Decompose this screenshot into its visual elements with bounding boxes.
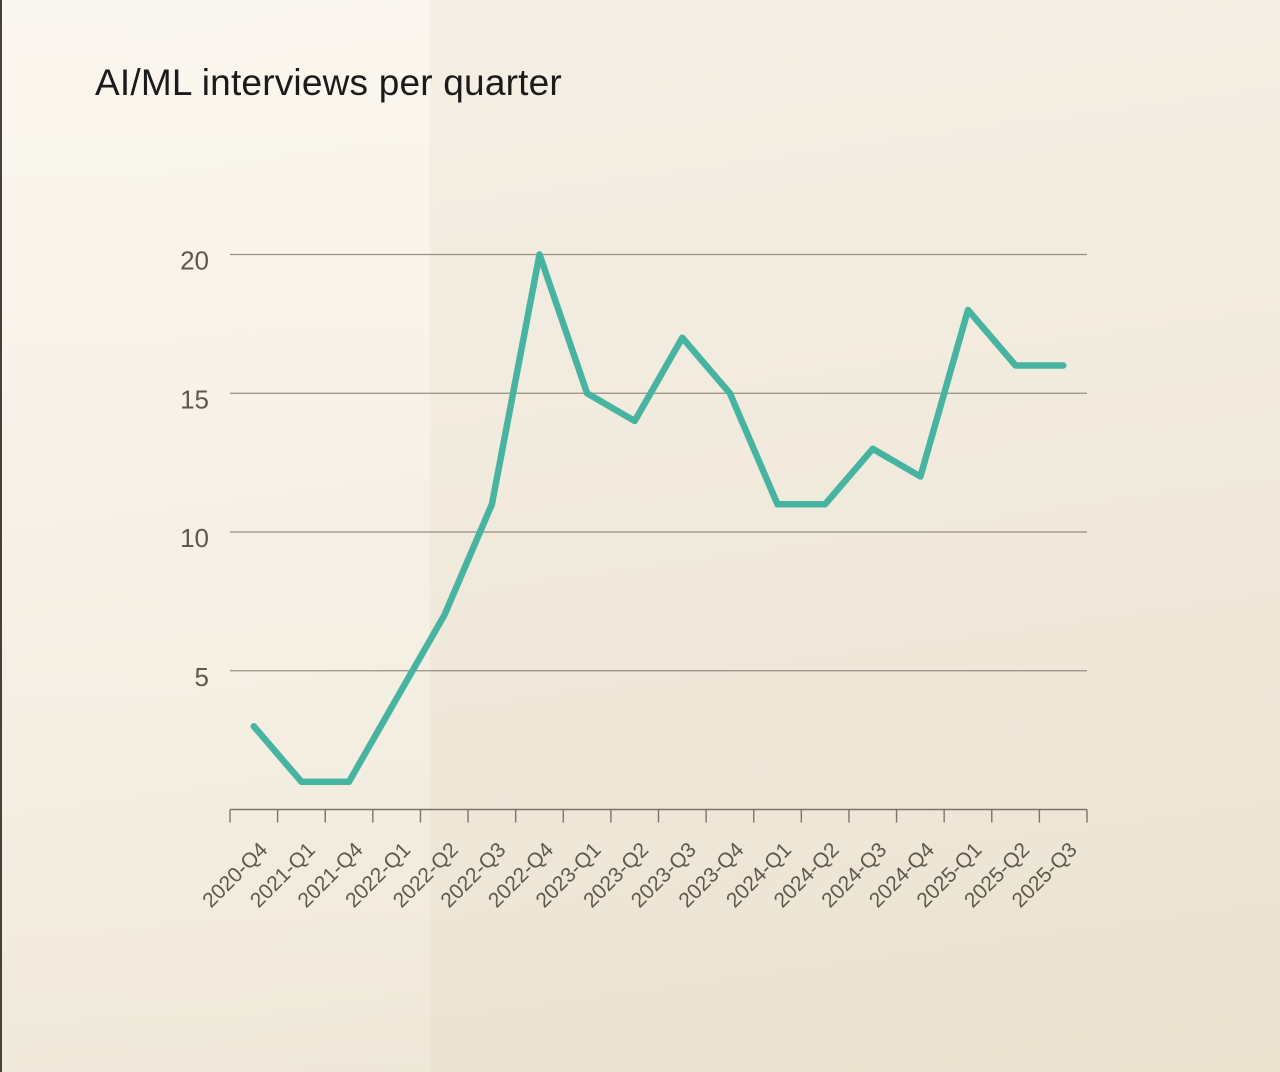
chart-title: AI/ML interviews per quarter [95,62,562,103]
y-tick-label: 5 [195,662,209,692]
y-tick-label: 20 [180,246,209,276]
data-line-series [250,251,1067,786]
y-tick-label: 10 [180,523,209,553]
y-tick-label: 15 [180,384,209,414]
window-left-border [0,0,2,1072]
